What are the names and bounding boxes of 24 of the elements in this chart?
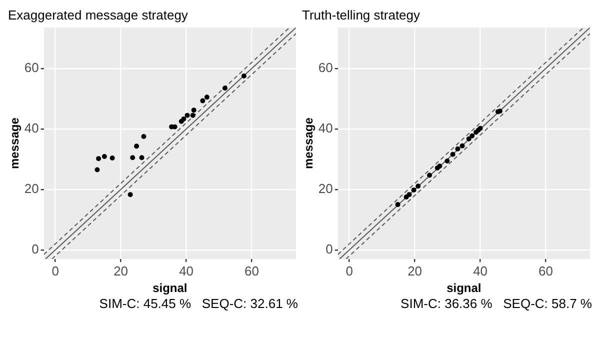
y-tick-label: 20 <box>24 181 39 196</box>
y-axis-title: message <box>8 117 22 169</box>
x-tick-label: 40 <box>473 263 488 278</box>
x-tick-label: 40 <box>179 263 194 278</box>
chart-title: Exaggerated message strategy <box>8 7 188 22</box>
x-tick-label: 0 <box>346 263 353 278</box>
y-tick-label: 20 <box>318 181 333 196</box>
y-axis-title: message <box>302 117 316 169</box>
y-tick-label: 40 <box>24 120 39 136</box>
y-tick-label: 0 <box>32 242 39 257</box>
x-axis-title: signal <box>152 281 188 296</box>
y-tick-label: 0 <box>326 242 333 257</box>
chart-title: Truth-telling strategy <box>302 7 421 22</box>
x-tick-label: 20 <box>408 263 422 278</box>
x-tick-label: 0 <box>52 263 59 278</box>
text: SIM-C: 45.45 % SEQ-C: 32.61 % <box>98 296 299 311</box>
x-axis-title: signal <box>446 281 482 296</box>
y-tick-label: 40 <box>318 120 333 136</box>
x-tick-label: 20 <box>114 263 128 278</box>
x-tick-label: 60 <box>538 263 554 278</box>
y-tick-label: 60 <box>318 60 333 76</box>
x-tick-label: 60 <box>244 263 260 278</box>
y-tick-label: 60 <box>24 60 39 76</box>
text: SIM-C: 36.36 % SEQ-C: 58.7 % <box>400 296 593 311</box>
